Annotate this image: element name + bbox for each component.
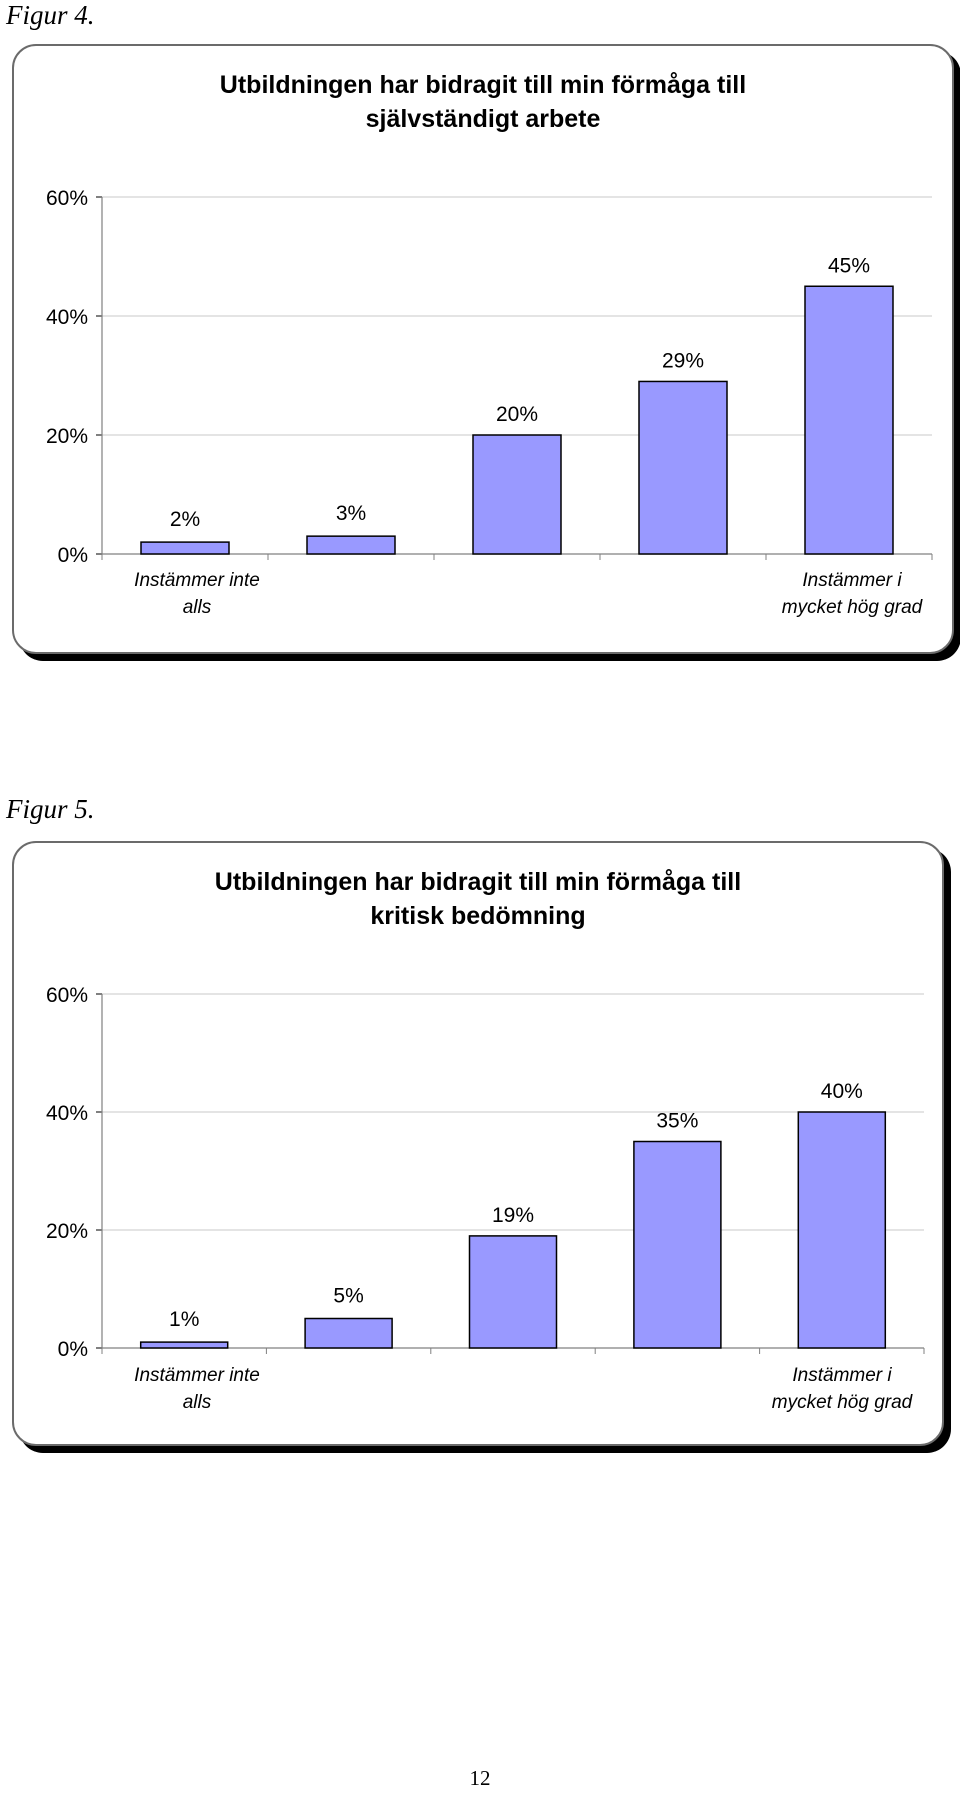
category-label: Instämmer inte alls — [97, 567, 297, 621]
bar — [472, 434, 562, 555]
bar-chart: 0% 20% 40% 60% 1% 5% 19% 35% 40% — [46, 984, 925, 1361]
data-label: 40% — [821, 1080, 863, 1103]
bar — [804, 285, 894, 555]
bar — [304, 1317, 393, 1349]
chart-panel: Utbildningen har bidragit till min förmå… — [12, 44, 954, 654]
bar — [633, 1140, 722, 1349]
bar — [306, 535, 396, 555]
chart-title: Utbildningen har bidragit till min förmå… — [14, 68, 952, 136]
bar-chart: 0% 20% 40% 60% 2% 3% 20% 29% 45% — [46, 187, 933, 567]
data-label: 19% — [492, 1204, 534, 1227]
y-tick-label: 40% — [46, 306, 88, 329]
bar — [638, 380, 728, 555]
category-label-line: Instämmer inte — [134, 570, 260, 591]
data-label: 1% — [169, 1308, 199, 1331]
data-label: 3% — [336, 502, 366, 525]
y-tick-label: 0% — [58, 544, 88, 567]
category-label-line: Instämmer inte — [134, 1365, 260, 1386]
data-label: 2% — [170, 508, 200, 531]
data-label: 20% — [496, 403, 538, 426]
bar — [140, 541, 230, 555]
data-label: 5% — [333, 1285, 363, 1308]
bar — [468, 1235, 558, 1349]
category-label-line: Instämmer i — [792, 1365, 892, 1386]
y-tick-label: 60% — [46, 187, 88, 210]
category-label-line: alls — [182, 597, 212, 618]
y-tick-label: 60% — [46, 984, 88, 1007]
chart-title-line: Utbildningen har bidragit till min förmå… — [214, 868, 742, 896]
category-label-line: mycket hög grad — [771, 1392, 913, 1413]
category-label: Instämmer i mycket hög grad — [752, 567, 952, 621]
chart-title-line: kritisk bedömning — [370, 902, 586, 930]
chart-title-line: Utbildningen har bidragit till min förmå… — [219, 71, 747, 99]
chart-panel: Utbildningen har bidragit till min förmå… — [12, 841, 944, 1446]
y-tick-label: 20% — [46, 1220, 88, 1243]
category-label-line: Instämmer i — [802, 570, 902, 591]
category-label: Instämmer i mycket hög grad — [742, 1362, 942, 1416]
data-label: 29% — [662, 349, 704, 372]
data-label: 35% — [656, 1110, 698, 1133]
bar — [139, 1341, 229, 1349]
chart-title: Utbildningen har bidragit till min förmå… — [14, 865, 942, 933]
bar — [797, 1111, 887, 1349]
page-number: 12 — [469, 1766, 491, 1790]
chart-title-line: självständigt arbete — [365, 105, 601, 133]
category-label: Instämmer inte alls — [97, 1362, 297, 1416]
figure-label: Figur 5. — [6, 794, 95, 824]
y-tick-label: 20% — [46, 425, 88, 448]
figure-label: Figur 4. — [6, 0, 95, 30]
y-tick-label: 40% — [46, 1102, 88, 1125]
y-tick-label: 0% — [58, 1338, 88, 1361]
category-label-line: alls — [182, 1392, 212, 1413]
category-label-line: mycket hög grad — [781, 597, 923, 618]
data-label: 45% — [828, 254, 870, 277]
